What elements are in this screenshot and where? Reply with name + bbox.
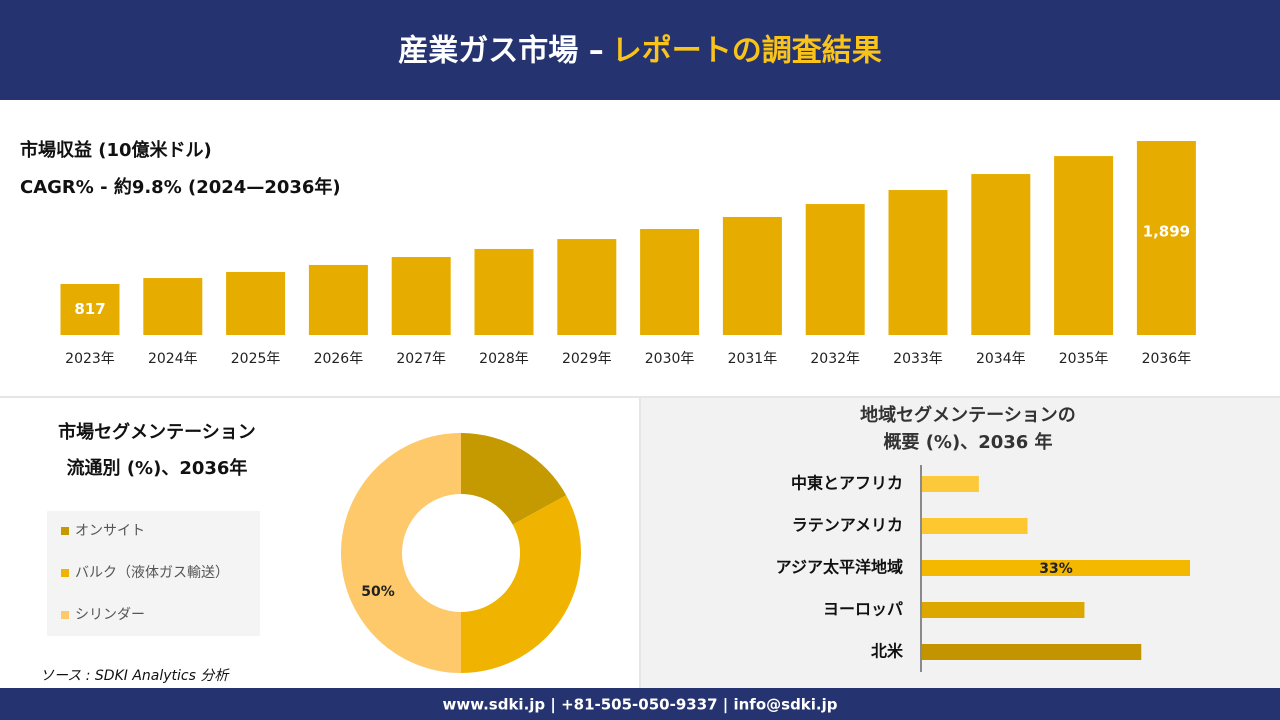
data-label: 817: [74, 300, 105, 318]
y-tick-label: ラテンアメリカ: [792, 516, 903, 535]
chart-subtitle: CAGR% - 約9.8% (2024—2036年): [20, 176, 341, 198]
chart-title: 地域セグメンテーションの: [860, 404, 1076, 426]
bar: [308, 264, 368, 335]
legend-marker: [61, 611, 69, 619]
bar: [922, 602, 1085, 618]
legend-marker: [61, 569, 69, 577]
x-tick-label: 2031年: [728, 351, 778, 367]
data-label: 50%: [361, 584, 395, 600]
legend-label: オンサイト: [75, 523, 145, 539]
bar: [391, 257, 451, 335]
x-tick-label: 2024年: [148, 351, 198, 367]
y-tick-label: ヨーロッパ: [823, 600, 903, 619]
x-tick-label: 2027年: [396, 351, 446, 367]
y-tick-label: 中東とアフリカ: [791, 474, 903, 493]
chart-title: 市場収益 (10億米ドル): [20, 139, 212, 161]
region-panel: [641, 398, 1280, 688]
bar: [60, 283, 120, 335]
bar: [557, 239, 617, 335]
y-tick-label: 北米: [871, 642, 904, 661]
bar: [922, 644, 1142, 660]
bar: [722, 216, 782, 335]
y-tick-label: アジア太平洋地域: [776, 558, 903, 577]
bar: [922, 476, 979, 492]
x-tick-label: 2035年: [1059, 351, 1109, 367]
bar: [1136, 141, 1196, 335]
chart-title: 市場セグメンテーション: [58, 421, 256, 443]
bar: [474, 248, 534, 335]
x-tick-label: 2032年: [810, 351, 860, 367]
legend-label: シリンダー: [75, 607, 145, 623]
bar: [805, 204, 865, 335]
x-tick-label: 2036年: [1142, 351, 1192, 367]
legend-box: [47, 511, 260, 636]
chart-subtitle: 概要 (%)、2036 年: [883, 431, 1052, 453]
donut-segment: [341, 433, 461, 673]
chart-subtitle: 流通別 (%)、2036年: [67, 457, 248, 479]
data-label: 1,899: [1143, 223, 1190, 241]
bar: [226, 271, 286, 335]
x-tick-label: 2028年: [479, 351, 529, 367]
bar: [922, 518, 1028, 534]
bar: [922, 560, 1190, 576]
donut-segment: [461, 433, 567, 525]
bar: [143, 278, 203, 335]
header-title: 産業ガス市場 –: [398, 34, 603, 69]
bar: [888, 190, 948, 335]
footer: www.sdki.jp | +81-505-050-9337 | info@sd…: [442, 696, 837, 715]
x-tick-label: 2033年: [893, 351, 943, 367]
x-tick-label: 2025年: [231, 351, 281, 367]
bar: [640, 229, 700, 335]
x-tick-label: 2026年: [314, 351, 364, 367]
legend-label: バルク（液体ガス輸送）: [75, 565, 229, 581]
bar: [971, 174, 1031, 335]
legend-marker: [61, 527, 69, 535]
data-label: 33%: [1039, 561, 1073, 577]
footer-bar: [0, 688, 1280, 720]
header-title-accent: レポートの調査結果: [612, 34, 882, 69]
bar: [1054, 156, 1114, 335]
header-bar: [0, 0, 1280, 100]
x-tick-label: 2034年: [976, 351, 1026, 367]
donut-segment: [461, 495, 581, 673]
x-tick-label: 2030年: [645, 351, 695, 367]
x-tick-label: 2029年: [562, 351, 612, 367]
x-tick-label: 2023年: [65, 351, 115, 367]
source: ソース : SDKI Analytics 分析: [40, 668, 230, 684]
